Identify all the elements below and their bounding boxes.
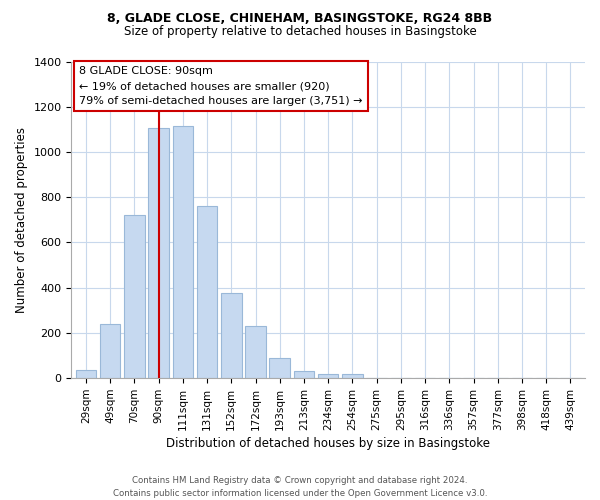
Text: 8, GLADE CLOSE, CHINEHAM, BASINGSTOKE, RG24 8BB: 8, GLADE CLOSE, CHINEHAM, BASINGSTOKE, R… [107, 12, 493, 26]
Bar [293, 372, 314, 378]
Y-axis label: Number of detached properties: Number of detached properties [15, 127, 28, 313]
Bar [318, 374, 338, 378]
Bar [173, 126, 193, 378]
Bar [124, 216, 145, 378]
Bar [100, 324, 121, 378]
Text: 8 GLADE CLOSE: 90sqm
← 19% of detached houses are smaller (920)
79% of semi-deta: 8 GLADE CLOSE: 90sqm ← 19% of detached h… [79, 66, 362, 106]
X-axis label: Distribution of detached houses by size in Basingstoke: Distribution of detached houses by size … [166, 437, 490, 450]
Bar [245, 326, 266, 378]
Text: Contains HM Land Registry data © Crown copyright and database right 2024.
Contai: Contains HM Land Registry data © Crown c… [113, 476, 487, 498]
Bar [148, 128, 169, 378]
Bar [76, 370, 96, 378]
Bar [197, 206, 217, 378]
Bar [221, 294, 242, 378]
Bar [269, 358, 290, 378]
Text: Size of property relative to detached houses in Basingstoke: Size of property relative to detached ho… [124, 25, 476, 38]
Bar [342, 374, 363, 378]
